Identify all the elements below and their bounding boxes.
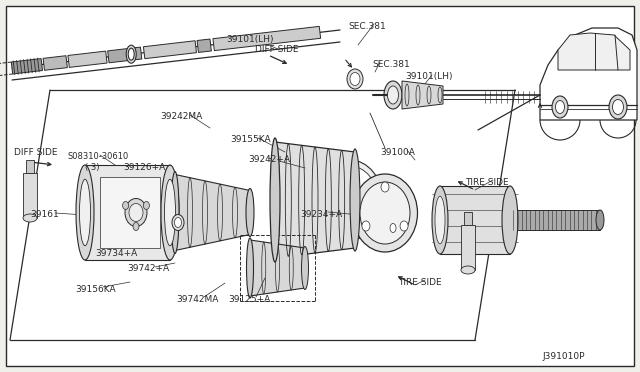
- Text: S08310-30610: S08310-30610: [67, 152, 128, 161]
- Ellipse shape: [461, 266, 475, 274]
- Polygon shape: [12, 58, 42, 74]
- Ellipse shape: [164, 179, 175, 246]
- Text: 39101(LH): 39101(LH): [405, 72, 452, 81]
- Text: 39125+A: 39125+A: [228, 295, 270, 304]
- Ellipse shape: [270, 138, 280, 262]
- Polygon shape: [43, 56, 67, 70]
- Ellipse shape: [301, 247, 308, 289]
- Ellipse shape: [596, 210, 604, 230]
- Text: 39101(LH): 39101(LH): [226, 35, 273, 44]
- Polygon shape: [23, 173, 37, 218]
- Polygon shape: [175, 174, 250, 250]
- Ellipse shape: [556, 100, 564, 113]
- Text: 39155KA: 39155KA: [230, 135, 271, 144]
- Polygon shape: [197, 39, 211, 52]
- Ellipse shape: [246, 189, 254, 237]
- Ellipse shape: [143, 202, 149, 209]
- Ellipse shape: [609, 95, 627, 119]
- Polygon shape: [558, 33, 630, 70]
- Ellipse shape: [353, 174, 417, 252]
- Polygon shape: [440, 186, 510, 254]
- Text: 39234+A: 39234+A: [300, 210, 342, 219]
- Ellipse shape: [381, 182, 389, 192]
- Ellipse shape: [76, 165, 94, 260]
- Ellipse shape: [350, 73, 360, 86]
- Ellipse shape: [502, 186, 518, 254]
- Text: ( 3): ( 3): [85, 163, 99, 172]
- Text: 39156KA: 39156KA: [75, 285, 116, 294]
- Text: 39742+A: 39742+A: [127, 264, 169, 273]
- Text: 39242MA: 39242MA: [160, 112, 202, 121]
- Ellipse shape: [172, 215, 184, 231]
- Ellipse shape: [133, 222, 139, 231]
- Ellipse shape: [400, 221, 408, 231]
- Ellipse shape: [387, 86, 399, 104]
- Text: 39126+A: 39126+A: [123, 163, 165, 172]
- Text: SEC.381: SEC.381: [372, 60, 410, 69]
- Text: TIRE SIDE: TIRE SIDE: [465, 178, 509, 187]
- Ellipse shape: [390, 224, 396, 232]
- Text: 39161: 39161: [30, 210, 59, 219]
- Ellipse shape: [432, 186, 448, 254]
- Text: TIRE SIDE: TIRE SIDE: [398, 278, 442, 287]
- Polygon shape: [402, 81, 443, 109]
- Ellipse shape: [125, 199, 147, 227]
- Ellipse shape: [612, 99, 623, 115]
- Text: DIFF SIDE: DIFF SIDE: [255, 45, 298, 54]
- Ellipse shape: [350, 149, 360, 251]
- Ellipse shape: [171, 171, 179, 253]
- Ellipse shape: [126, 45, 136, 63]
- Polygon shape: [461, 225, 475, 270]
- Bar: [100, 177, 160, 248]
- Text: 39242+A: 39242+A: [248, 155, 290, 164]
- Ellipse shape: [384, 81, 402, 109]
- Ellipse shape: [552, 96, 568, 118]
- Ellipse shape: [317, 160, 383, 240]
- Ellipse shape: [161, 165, 179, 260]
- Ellipse shape: [129, 203, 143, 221]
- Polygon shape: [275, 142, 355, 258]
- Polygon shape: [26, 160, 34, 173]
- Text: 39100A: 39100A: [380, 148, 415, 157]
- Text: SEC.381: SEC.381: [348, 22, 386, 31]
- Text: 39742MA: 39742MA: [176, 295, 218, 304]
- Text: 39734+A: 39734+A: [95, 249, 137, 258]
- Polygon shape: [213, 26, 321, 51]
- Polygon shape: [143, 41, 196, 59]
- Polygon shape: [540, 28, 637, 120]
- Ellipse shape: [23, 214, 37, 222]
- Ellipse shape: [347, 69, 363, 89]
- Polygon shape: [250, 240, 305, 296]
- Ellipse shape: [362, 221, 370, 231]
- Ellipse shape: [128, 48, 134, 60]
- Ellipse shape: [323, 166, 378, 234]
- Bar: [85, 165, 170, 260]
- Polygon shape: [108, 47, 142, 63]
- Ellipse shape: [123, 202, 129, 209]
- Text: J391010P: J391010P: [542, 352, 584, 361]
- Polygon shape: [464, 212, 472, 225]
- Ellipse shape: [79, 179, 90, 246]
- Ellipse shape: [246, 238, 253, 298]
- Ellipse shape: [435, 196, 445, 244]
- Polygon shape: [68, 51, 107, 67]
- Ellipse shape: [360, 182, 410, 244]
- Text: DIFF SIDE: DIFF SIDE: [14, 148, 58, 157]
- Polygon shape: [510, 210, 600, 230]
- Ellipse shape: [175, 218, 182, 228]
